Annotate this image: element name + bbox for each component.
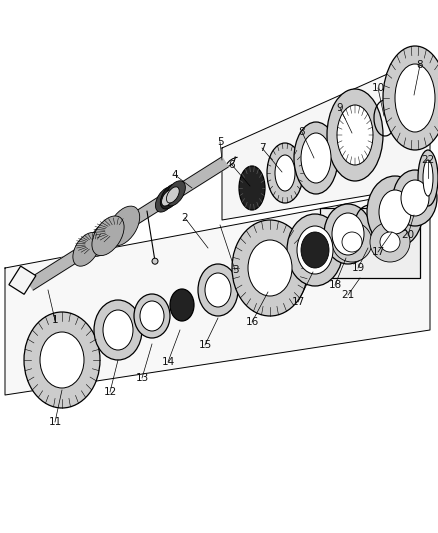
- Ellipse shape: [395, 64, 435, 132]
- Text: 15: 15: [198, 340, 212, 350]
- Text: 18: 18: [328, 280, 342, 290]
- Ellipse shape: [107, 206, 140, 246]
- Ellipse shape: [92, 216, 124, 256]
- Ellipse shape: [267, 143, 303, 203]
- Ellipse shape: [155, 187, 176, 212]
- Ellipse shape: [24, 312, 100, 408]
- Ellipse shape: [248, 240, 292, 296]
- Text: 4: 4: [172, 170, 178, 180]
- Text: 21: 21: [341, 290, 355, 300]
- Text: 20: 20: [402, 230, 414, 240]
- Text: 7: 7: [259, 143, 265, 153]
- Text: 9: 9: [337, 103, 343, 113]
- Ellipse shape: [324, 204, 372, 264]
- Text: 3: 3: [232, 265, 238, 275]
- Ellipse shape: [198, 264, 238, 316]
- Ellipse shape: [383, 46, 438, 150]
- Ellipse shape: [367, 176, 423, 248]
- Circle shape: [370, 222, 410, 262]
- Text: 14: 14: [161, 357, 175, 367]
- Text: 2: 2: [182, 213, 188, 223]
- Ellipse shape: [275, 155, 295, 191]
- Text: 6: 6: [229, 160, 235, 170]
- Polygon shape: [222, 55, 430, 220]
- Ellipse shape: [103, 310, 133, 350]
- Ellipse shape: [393, 170, 437, 226]
- Ellipse shape: [165, 181, 185, 206]
- Ellipse shape: [301, 133, 331, 183]
- Text: 13: 13: [135, 373, 148, 383]
- Ellipse shape: [40, 332, 84, 388]
- Ellipse shape: [170, 289, 194, 321]
- Ellipse shape: [401, 180, 429, 216]
- Circle shape: [342, 232, 362, 252]
- Text: 11: 11: [48, 417, 62, 427]
- Text: 1: 1: [52, 315, 58, 325]
- Bar: [320, 208, 420, 278]
- Ellipse shape: [232, 220, 308, 316]
- Ellipse shape: [162, 190, 174, 206]
- Bar: [9, 266, 36, 294]
- Text: 8: 8: [417, 60, 423, 70]
- Text: 19: 19: [351, 263, 364, 273]
- Ellipse shape: [140, 301, 164, 331]
- Text: 16: 16: [245, 317, 258, 327]
- Ellipse shape: [301, 232, 329, 268]
- Ellipse shape: [166, 187, 179, 203]
- Text: 17: 17: [371, 247, 385, 257]
- Ellipse shape: [134, 294, 170, 338]
- Ellipse shape: [94, 300, 142, 360]
- Ellipse shape: [418, 150, 438, 206]
- Ellipse shape: [327, 89, 383, 181]
- Circle shape: [152, 258, 158, 264]
- Ellipse shape: [205, 273, 231, 307]
- Ellipse shape: [297, 226, 333, 274]
- Ellipse shape: [337, 105, 373, 165]
- Polygon shape: [27, 157, 228, 290]
- Ellipse shape: [294, 122, 338, 194]
- Ellipse shape: [423, 160, 433, 196]
- Ellipse shape: [88, 223, 116, 256]
- Ellipse shape: [332, 213, 364, 255]
- Circle shape: [332, 222, 372, 262]
- Ellipse shape: [73, 232, 100, 266]
- Ellipse shape: [160, 184, 180, 209]
- Text: 10: 10: [371, 83, 385, 93]
- Text: 22: 22: [421, 155, 434, 165]
- Text: 17: 17: [291, 297, 304, 307]
- Ellipse shape: [379, 190, 411, 234]
- Circle shape: [380, 232, 400, 252]
- Text: 5: 5: [217, 137, 223, 147]
- Text: 12: 12: [103, 387, 117, 397]
- Polygon shape: [5, 188, 430, 395]
- Ellipse shape: [287, 214, 343, 286]
- Text: 8: 8: [299, 127, 305, 137]
- Ellipse shape: [239, 166, 265, 210]
